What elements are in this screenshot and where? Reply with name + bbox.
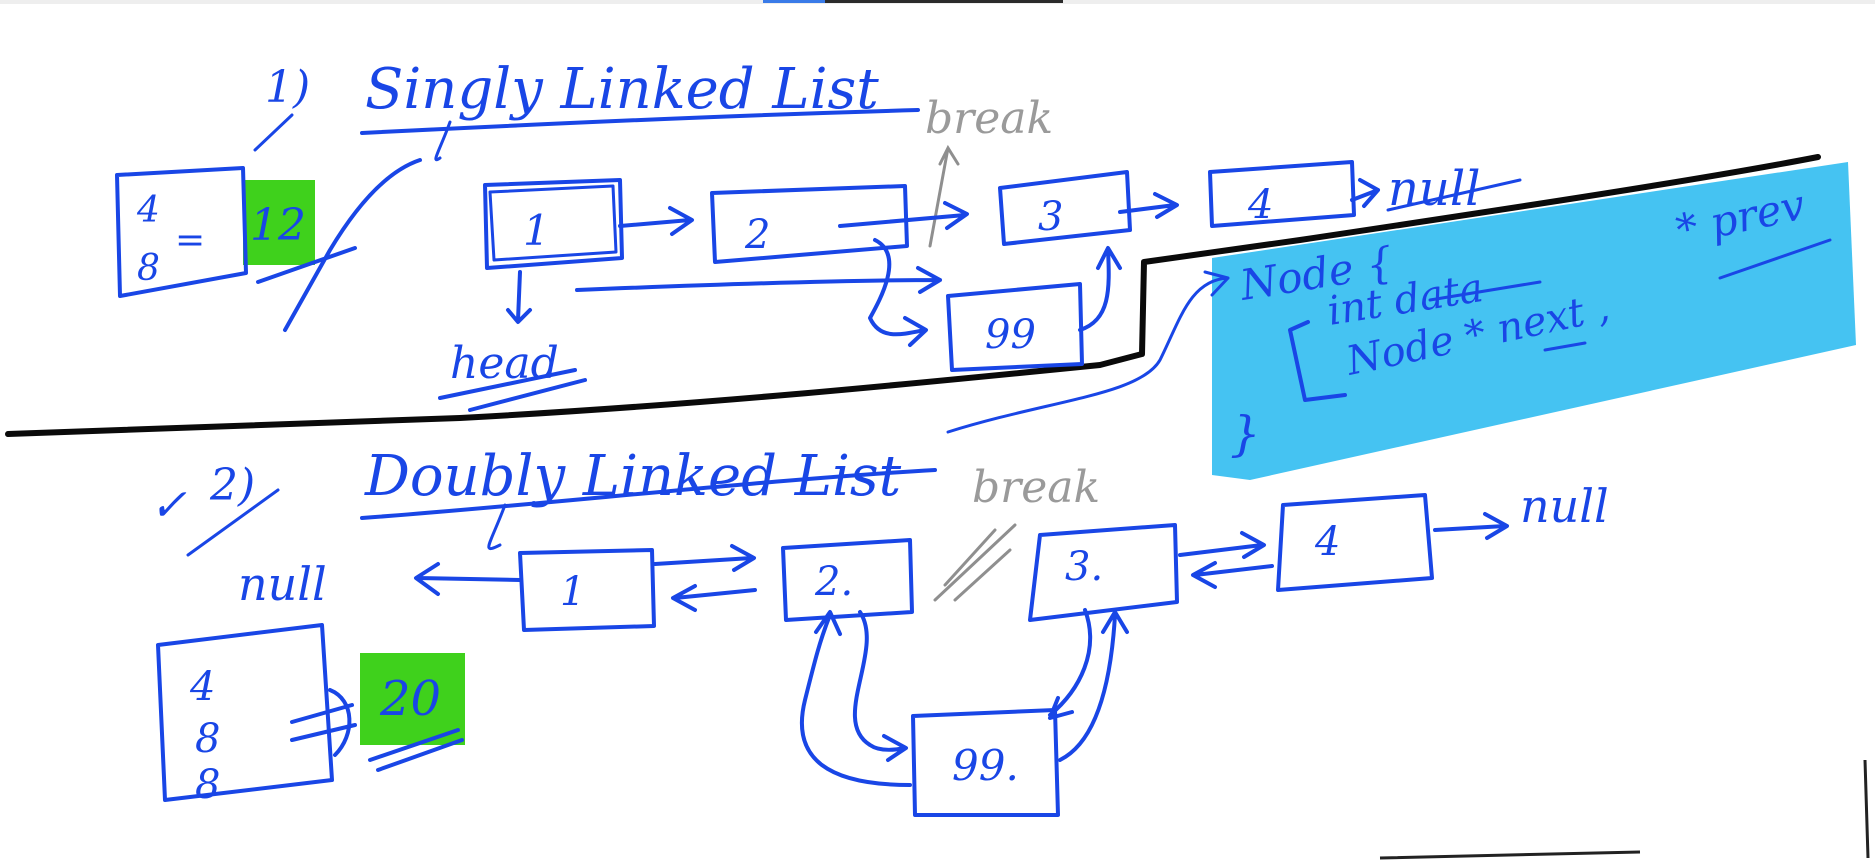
section1-node-99[interactable]: 99 xyxy=(946,282,1084,372)
section2-null-right: null xyxy=(1520,479,1609,533)
section2-null-left: null xyxy=(238,557,327,611)
section2-arrow-3-99 xyxy=(1048,608,1093,720)
section1-break-note: break xyxy=(925,93,1053,144)
section1-node-label: 4 xyxy=(1247,182,1273,228)
section1-node-2[interactable]: 2 xyxy=(710,184,909,264)
section2-title-swirl xyxy=(487,503,507,551)
section2-title-underline xyxy=(360,468,937,520)
section1-head-underline xyxy=(438,368,587,412)
section1-title: Singly Linked List xyxy=(365,57,879,122)
section2-number: 2) xyxy=(209,460,255,511)
section1-arrow-2-3 xyxy=(838,201,969,230)
section1-arrow-2-99 xyxy=(868,238,928,347)
section1-title-underline xyxy=(360,108,920,135)
section1-node-4[interactable]: 4 xyxy=(1208,160,1356,228)
section2-arrow-4-null xyxy=(1433,512,1509,540)
section1-title-swirl xyxy=(434,120,452,162)
section2-calc-value-3: 8 xyxy=(195,762,220,808)
section1-number-underline xyxy=(253,113,294,152)
struct-highlight xyxy=(1212,162,1856,480)
section2-calc-underline xyxy=(368,728,464,772)
section1-node-label: 3 xyxy=(1038,194,1063,240)
section1-null-label: null xyxy=(1388,161,1481,217)
section2-number-underline xyxy=(186,488,280,557)
struct-close: } xyxy=(1230,406,1261,462)
section2-node-2[interactable]: 2. xyxy=(781,538,914,622)
section2-arrow-99-2 xyxy=(799,610,912,787)
tab-indicator xyxy=(763,0,1063,3)
struct-bracket xyxy=(1288,320,1347,402)
section1-calc-bottom: 8 xyxy=(137,248,160,289)
section2-arrow-99-3 xyxy=(1058,610,1129,762)
result-highlight-2 xyxy=(360,653,465,745)
section2-calc-arrow xyxy=(290,688,357,757)
section1-node-1[interactable]: 1 xyxy=(483,178,624,270)
section2-node-label: 99. xyxy=(952,741,1019,790)
tab-indicator-active xyxy=(763,0,825,3)
section1-calc-top: 4 xyxy=(136,190,160,231)
section1-arrow-1-2 xyxy=(618,206,694,236)
section1-arrow-99-3 xyxy=(1078,246,1122,332)
section2-arrow-to-null xyxy=(414,562,522,596)
section2-node-3[interactable]: 3. xyxy=(1028,523,1179,622)
page-corner xyxy=(1379,759,1870,860)
struct-data-underline xyxy=(1428,238,1832,352)
section2-node-label: 3. xyxy=(1065,544,1103,590)
section1-node-label: 1 xyxy=(523,206,550,255)
section1-head-arrow xyxy=(506,270,532,324)
section1-node-3[interactable]: 3 xyxy=(998,170,1132,246)
section1-null-underline xyxy=(1386,178,1522,212)
section2-node-label: 2. xyxy=(814,559,853,605)
section2-calc-result: 20 xyxy=(379,671,441,727)
section2-arrow-3-4 xyxy=(1178,531,1274,589)
section2-arrow-1-2 xyxy=(653,544,757,612)
section1-calc-box xyxy=(115,166,248,298)
section1-head-label: head xyxy=(450,338,559,389)
section1-arrow-head-99 xyxy=(575,266,942,294)
section2-calc-box xyxy=(156,623,334,802)
section2-node-label: 4 xyxy=(1314,519,1340,565)
section2-arrow-2-99 xyxy=(852,610,908,762)
result-highlight-1 xyxy=(243,180,315,265)
section2-node-1[interactable]: 1 xyxy=(518,548,656,632)
section1-number: 1) xyxy=(265,62,310,113)
section2-node-label: 1 xyxy=(560,569,585,615)
section2-break-scribble xyxy=(933,523,1017,602)
section2-break-note: break xyxy=(972,462,1100,513)
section1-node-label: 2 xyxy=(744,212,770,258)
section2-node-99[interactable]: 99. xyxy=(911,708,1060,817)
section-divider xyxy=(5,154,1821,437)
section1-calc-equals: = xyxy=(175,220,205,261)
section2-check-mark: ✓ xyxy=(150,480,187,531)
section2-node-4[interactable]: 4 xyxy=(1276,493,1434,592)
section1-break-arrow xyxy=(928,144,960,248)
section1-arrow-3-4 xyxy=(1118,192,1179,219)
section2-calc-value-2: 8 xyxy=(195,716,220,762)
section2-title: Doubly Linked List xyxy=(364,444,902,509)
section1-arrow-4-null xyxy=(1350,178,1380,208)
section1-node-label: 99 xyxy=(985,312,1036,358)
struct-connector xyxy=(946,270,1230,434)
section1-calc-underline xyxy=(256,158,422,332)
section2-calc-value-1: 4 xyxy=(189,664,215,710)
section1-calc-result: 12 xyxy=(250,200,306,251)
